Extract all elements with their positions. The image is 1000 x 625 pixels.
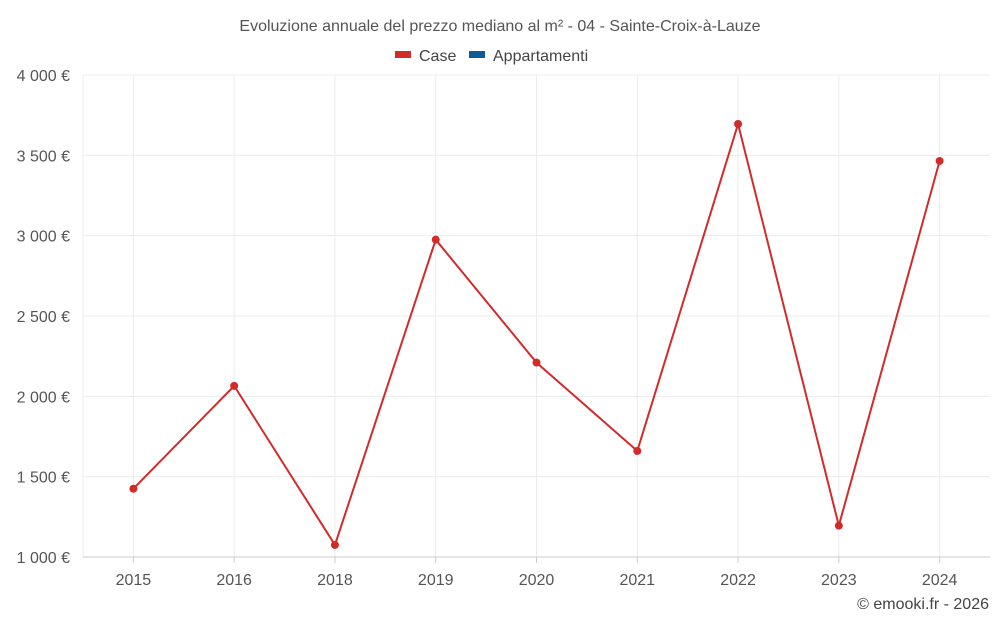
data-point[interactable] — [230, 381, 239, 390]
legend: Case Appartamenti — [395, 48, 588, 65]
data-point[interactable] — [734, 120, 743, 129]
legend-swatch-case — [395, 51, 411, 58]
x-tick-label: 2022 — [720, 572, 756, 589]
x-axis-ticks: 2015 2016 2018 2019 2020 2021 2022 2023 2024 — [116, 572, 958, 589]
chart-title: Evoluzione annuale del prezzo mediano al… — [239, 18, 760, 35]
legend-label-appartamenti: Appartamenti — [493, 48, 588, 65]
x-tick-label: 2015 — [116, 572, 152, 589]
x-tick-label: 2020 — [519, 572, 555, 589]
data-point[interactable] — [129, 484, 138, 493]
y-tick-label: 3 000 € — [17, 229, 70, 246]
legend-label-case: Case — [419, 48, 456, 65]
data-point[interactable] — [935, 156, 944, 165]
y-tick-label: 3 500 € — [17, 148, 70, 165]
x-tick-label: 2019 — [418, 572, 454, 589]
legend-swatch-appartamenti — [469, 51, 485, 58]
x-tick-label: 2021 — [619, 572, 655, 589]
y-axis-ticks: 1 000 € 1 500 € 2 000 € 2 500 € 3 000 € 3 500… — [17, 68, 70, 567]
y-tick-label: 2 000 € — [17, 389, 70, 406]
legend-item-case[interactable]: Case — [395, 48, 456, 65]
data-point[interactable] — [330, 540, 339, 549]
y-tick-label: 1 500 € — [17, 470, 70, 487]
axes — [83, 556, 990, 563]
x-tick-label: 2018 — [317, 572, 353, 589]
data-point[interactable] — [633, 446, 642, 455]
x-tick-label: 2016 — [216, 572, 252, 589]
y-tick-label: 2 500 € — [17, 309, 70, 326]
credit: © emooki.fr - 2026 — [857, 596, 989, 613]
data-point[interactable] — [431, 235, 440, 244]
data-point[interactable] — [532, 358, 541, 367]
grid — [82, 74, 990, 557]
series — [129, 120, 944, 549]
y-tick-label: 1 000 € — [17, 550, 70, 567]
legend-item-appartamenti[interactable]: Appartamenti — [469, 48, 588, 65]
y-tick-label: 4 000 € — [17, 68, 70, 85]
data-point[interactable] — [834, 521, 843, 530]
x-tick-label: 2023 — [821, 572, 857, 589]
x-tick-label: 2024 — [922, 572, 958, 589]
